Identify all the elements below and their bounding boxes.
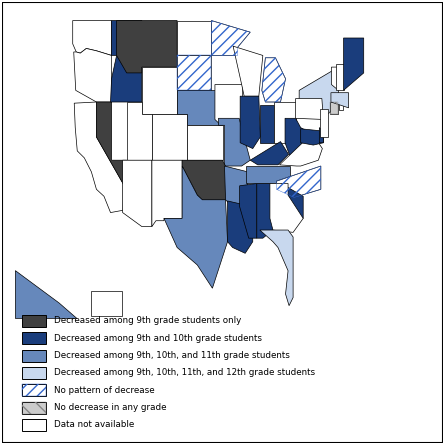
Polygon shape <box>332 67 339 90</box>
Polygon shape <box>246 166 290 183</box>
Polygon shape <box>117 20 177 73</box>
Polygon shape <box>240 183 257 238</box>
Polygon shape <box>276 166 321 198</box>
Text: Data not available: Data not available <box>54 421 134 429</box>
Polygon shape <box>142 67 177 113</box>
Polygon shape <box>336 64 344 90</box>
Polygon shape <box>320 128 324 143</box>
Polygon shape <box>127 102 152 160</box>
Polygon shape <box>330 102 339 113</box>
Polygon shape <box>211 20 250 56</box>
FancyBboxPatch shape <box>22 367 45 379</box>
Polygon shape <box>187 125 222 160</box>
Polygon shape <box>299 67 339 113</box>
Polygon shape <box>295 98 324 119</box>
Polygon shape <box>279 134 322 166</box>
Polygon shape <box>91 291 122 316</box>
Text: No pattern of decrease: No pattern of decrease <box>54 386 155 395</box>
Polygon shape <box>16 271 77 319</box>
Polygon shape <box>225 166 248 207</box>
Polygon shape <box>301 129 324 145</box>
Polygon shape <box>182 160 226 200</box>
Polygon shape <box>73 20 112 56</box>
Polygon shape <box>218 118 250 166</box>
Polygon shape <box>257 183 273 238</box>
Polygon shape <box>260 230 293 306</box>
Polygon shape <box>215 85 243 125</box>
Polygon shape <box>344 38 364 90</box>
Polygon shape <box>177 20 211 56</box>
Polygon shape <box>110 20 142 102</box>
Polygon shape <box>260 105 274 143</box>
FancyBboxPatch shape <box>22 419 45 431</box>
Polygon shape <box>74 102 124 213</box>
Polygon shape <box>233 46 263 96</box>
Polygon shape <box>274 102 295 143</box>
FancyBboxPatch shape <box>22 401 45 414</box>
Polygon shape <box>152 160 182 227</box>
Polygon shape <box>270 183 303 232</box>
Polygon shape <box>285 118 309 158</box>
Text: Decreased among 9th, 10th, and 11th grade students: Decreased among 9th, 10th, and 11th grad… <box>54 351 290 360</box>
Polygon shape <box>339 102 343 110</box>
Polygon shape <box>320 109 328 137</box>
FancyBboxPatch shape <box>22 350 45 361</box>
Polygon shape <box>331 93 348 108</box>
Polygon shape <box>177 56 211 90</box>
FancyBboxPatch shape <box>22 332 45 344</box>
FancyBboxPatch shape <box>22 384 45 396</box>
Polygon shape <box>177 90 221 125</box>
Polygon shape <box>164 166 227 288</box>
Text: Decreased among 9th and 10th grade students: Decreased among 9th and 10th grade stude… <box>54 334 262 343</box>
Polygon shape <box>281 183 303 218</box>
Polygon shape <box>123 160 152 227</box>
FancyBboxPatch shape <box>22 315 45 327</box>
Polygon shape <box>97 102 127 185</box>
Polygon shape <box>227 201 253 253</box>
Polygon shape <box>74 49 112 102</box>
Polygon shape <box>262 58 286 102</box>
Text: Decreased among 9th grade students only: Decreased among 9th grade students only <box>54 316 242 325</box>
Text: No decrease in any grade: No decrease in any grade <box>54 403 167 412</box>
Polygon shape <box>250 142 288 165</box>
Polygon shape <box>240 96 260 149</box>
Polygon shape <box>152 113 187 160</box>
Text: Decreased among 9th, 10th, 11th, and 12th grade students: Decreased among 9th, 10th, 11th, and 12t… <box>54 368 316 377</box>
